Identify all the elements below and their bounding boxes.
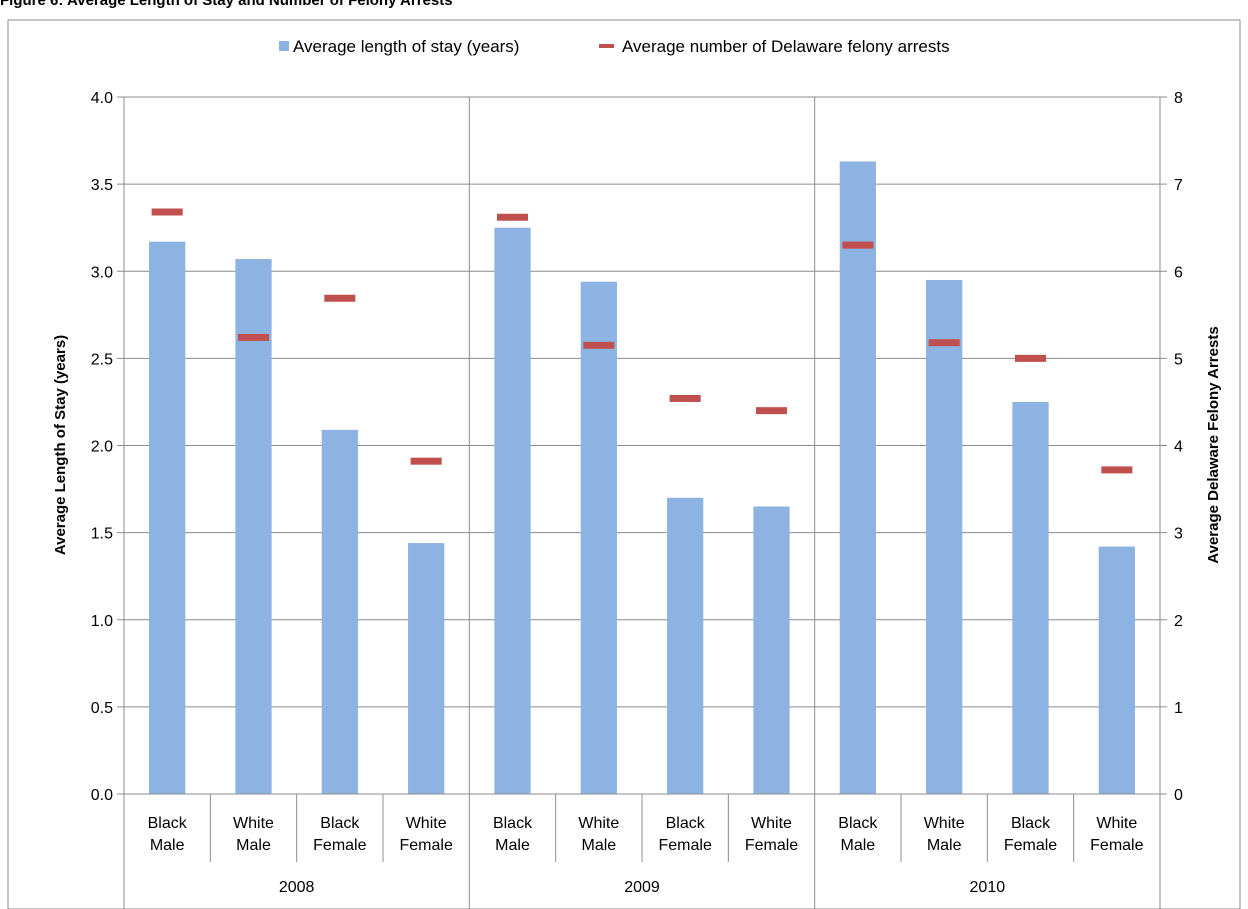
- arrest-marker: [669, 394, 701, 402]
- category-label: Black Male: [148, 815, 188, 854]
- y-right-tick-label: 4: [1174, 439, 1183, 456]
- bar: [408, 543, 445, 794]
- y-left-tick-label: 3.5: [91, 177, 113, 194]
- bar: [580, 281, 617, 795]
- category-label: White Female: [745, 815, 798, 854]
- group-label: 2009: [624, 879, 660, 896]
- bar: [149, 241, 186, 794]
- category-label: White Male: [924, 815, 965, 854]
- arrest-marker: [1014, 354, 1047, 362]
- category-label: Black Female: [1004, 815, 1057, 854]
- legend: Average length of stay (years) Average n…: [279, 37, 950, 56]
- category-label: White Male: [233, 815, 274, 854]
- bar: [235, 259, 272, 794]
- y-right-tick-label: 3: [1174, 526, 1183, 543]
- bar: [839, 161, 876, 794]
- legend-swatch-bar: [279, 41, 289, 51]
- page-title: Figure 6: Average Length of Stay and Num…: [0, 0, 453, 9]
- category-label: Black Female: [658, 815, 711, 854]
- y-right-tick-label: 8: [1174, 90, 1183, 107]
- group-label: 2008: [279, 879, 315, 896]
- y-left-tick-label: 0.5: [91, 700, 113, 717]
- bar: [753, 506, 790, 794]
- y-right-tick-label: 2: [1174, 613, 1183, 630]
- y-right-tick-label: 7: [1174, 177, 1183, 194]
- y-left-tick-label: 3.0: [91, 264, 113, 281]
- bar: [1098, 546, 1135, 794]
- arrest-marker: [928, 339, 960, 347]
- legend-label-bar: Average length of stay (years): [293, 37, 519, 56]
- arrest-marker: [583, 341, 615, 349]
- y-right-tick-label: 5: [1174, 351, 1183, 368]
- arrest-marker: [410, 457, 442, 465]
- group-label: 2010: [970, 879, 1006, 896]
- y-left-tick-label: 1.5: [91, 526, 113, 543]
- bar: [667, 497, 704, 794]
- y-right-tick-label: 6: [1174, 264, 1183, 281]
- arrest-marker: [151, 208, 183, 216]
- arrest-marker: [237, 333, 270, 341]
- category-label: Black Male: [838, 815, 878, 854]
- category-label: Black Male: [493, 815, 533, 854]
- bar: [321, 429, 358, 794]
- y-left-tick-label: 4.0: [91, 90, 113, 107]
- category-label: White Male: [578, 815, 619, 854]
- y-right-tick-label: 0: [1174, 787, 1183, 804]
- y-axis-right-title: Average Delaware Felony Arrests: [1205, 326, 1222, 563]
- arrest-marker: [842, 241, 874, 249]
- legend-swatch-dash: [599, 44, 614, 48]
- category-label: White Female: [1090, 815, 1143, 854]
- arrest-marker: [324, 294, 356, 302]
- arrest-marker: [496, 213, 529, 221]
- category-label: Black Female: [313, 815, 366, 854]
- bar: [494, 227, 531, 794]
- arrest-marker: [755, 407, 788, 415]
- bar: [926, 279, 963, 794]
- y-left-tick-label: 0.0: [91, 787, 113, 804]
- legend-label-dash: Average number of Delaware felony arrest…: [622, 37, 950, 56]
- chart-frame: [7, 19, 1241, 909]
- y-left-tick-label: 2.5: [91, 351, 113, 368]
- y-left-tick-label: 2.0: [91, 439, 113, 456]
- bar: [1012, 401, 1049, 794]
- category-label: White Female: [399, 815, 452, 854]
- y-right-tick-label: 1: [1174, 700, 1183, 717]
- y-axis-left-title: Average Length of Stay (years): [52, 335, 69, 555]
- y-left-tick-label: 1.0: [91, 613, 113, 630]
- arrest-marker: [1101, 466, 1133, 474]
